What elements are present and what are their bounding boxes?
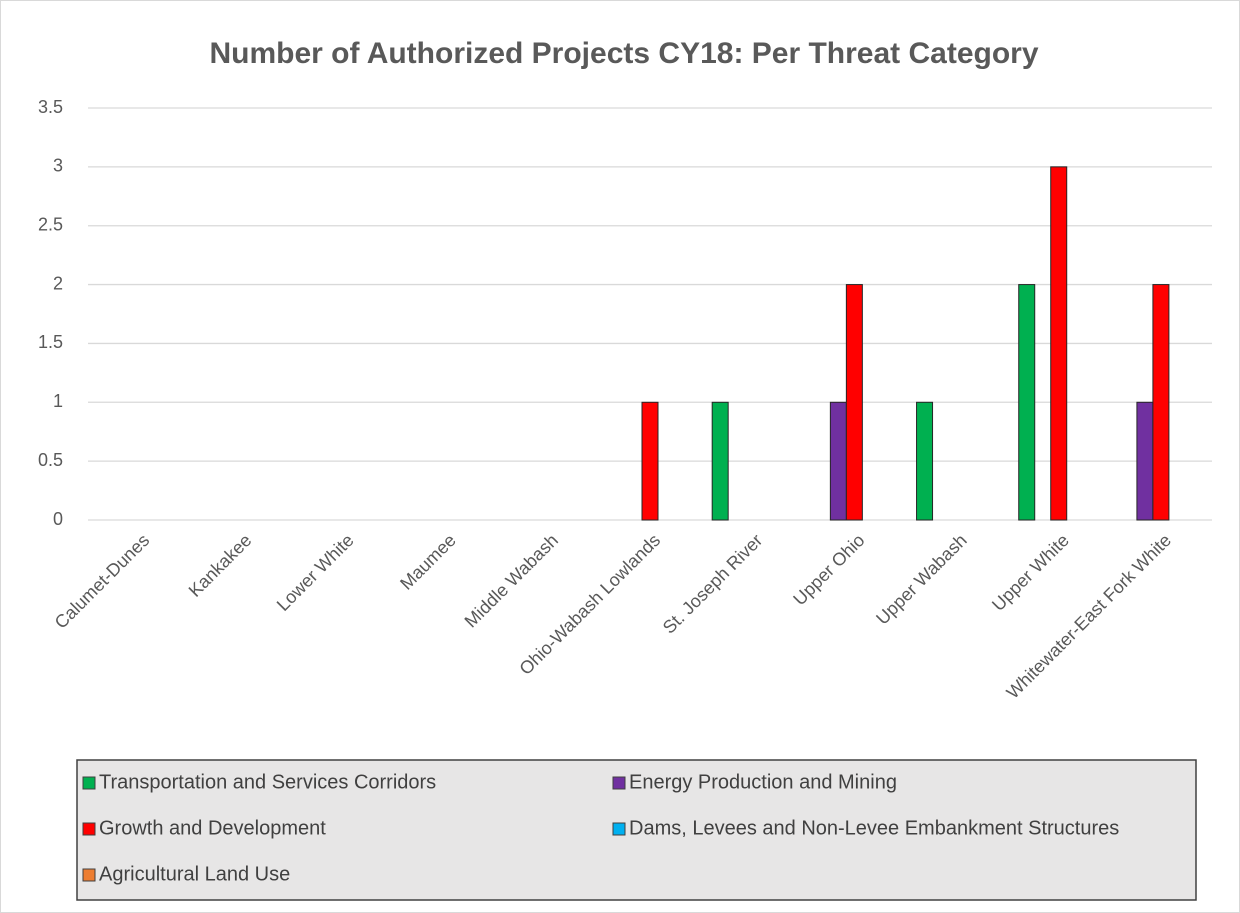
legend-label: Transportation and Services Corridors [99,771,436,793]
y-tick-label: 3 [53,156,63,176]
chart-title: Number of Authorized Projects CY18: Per … [209,37,1038,70]
bar [829,401,847,521]
legend-label: Agricultural Land Use [99,863,290,885]
bar [1152,284,1170,521]
legend-swatch [612,822,626,836]
legend-swatch [82,868,96,882]
legend-label: Energy Production and Mining [629,771,897,793]
y-tick-label: 0.5 [38,450,63,470]
y-tick-label: 1.5 [38,332,63,352]
legend-swatch [612,776,626,790]
legend-label: Growth and Development [99,817,326,839]
legend-swatch [82,822,96,836]
y-tick-label: 0 [53,509,63,529]
y-tick-label: 2 [53,273,63,293]
legend-box [76,759,1197,901]
bar [711,401,729,521]
bar [845,284,863,521]
legend-swatch [82,776,96,790]
bar [1136,401,1154,521]
legend-label: Dams, Levees and Non-Levee Embankment St… [629,817,1119,839]
bar [1018,284,1036,521]
bar [641,401,659,521]
bar [1050,166,1068,521]
bar [916,401,934,521]
y-tick-label: 2.5 [38,214,63,234]
y-tick-label: 3.5 [38,97,63,117]
y-tick-label: 1 [53,391,63,411]
